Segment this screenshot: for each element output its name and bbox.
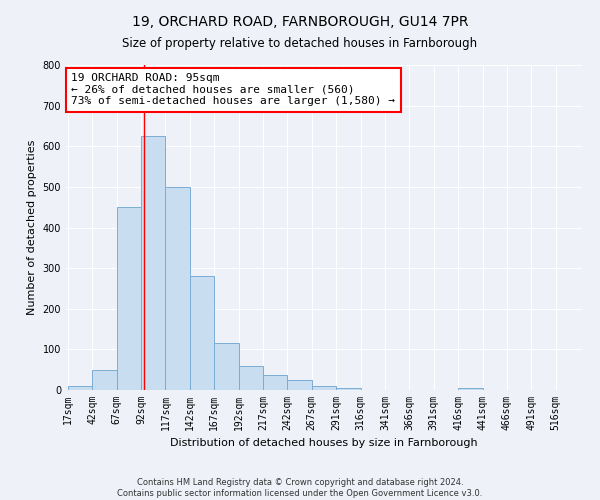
Text: 19, ORCHARD ROAD, FARNBOROUGH, GU14 7PR: 19, ORCHARD ROAD, FARNBOROUGH, GU14 7PR [132, 15, 468, 29]
Bar [312, 386, 336, 390]
Bar [336, 388, 361, 390]
Bar [214, 344, 239, 390]
Bar [190, 276, 214, 390]
Bar [239, 366, 263, 390]
Text: 19 ORCHARD ROAD: 95sqm
← 26% of detached houses are smaller (560)
73% of semi-de: 19 ORCHARD ROAD: 95sqm ← 26% of detached… [71, 73, 395, 106]
Bar [166, 187, 190, 390]
Bar [92, 370, 117, 390]
Bar [117, 207, 141, 390]
Bar [263, 374, 287, 390]
Bar [458, 388, 482, 390]
Bar [141, 136, 166, 390]
Bar [287, 380, 312, 390]
Text: Size of property relative to detached houses in Farnborough: Size of property relative to detached ho… [122, 38, 478, 51]
X-axis label: Distribution of detached houses by size in Farnborough: Distribution of detached houses by size … [170, 438, 478, 448]
Y-axis label: Number of detached properties: Number of detached properties [27, 140, 37, 315]
Text: Contains HM Land Registry data © Crown copyright and database right 2024.
Contai: Contains HM Land Registry data © Crown c… [118, 478, 482, 498]
Bar [68, 386, 92, 390]
